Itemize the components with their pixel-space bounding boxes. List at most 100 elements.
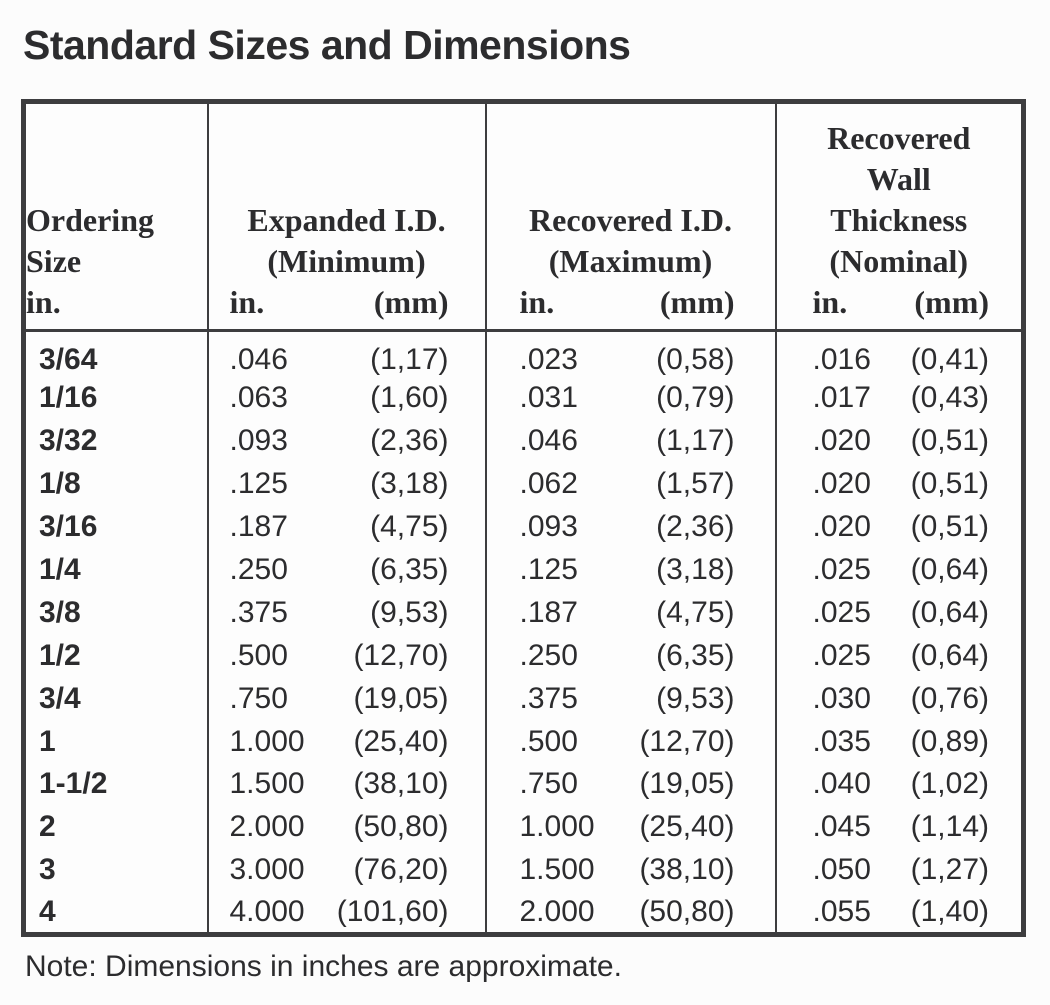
- unit-label-mm: (mm): [659, 284, 735, 320]
- recovered-id-in: .375: [519, 681, 578, 715]
- expanded-id-cell: .125 (3,18): [206, 462, 486, 506]
- expanded-id-mm: (76,20): [353, 853, 449, 887]
- expanded-id-in: .046: [229, 343, 288, 376]
- recovered-id-in: .031: [519, 381, 578, 415]
- expanded-id-cell: 1.000 (25,40): [206, 720, 486, 764]
- recovered-id-mm: (1,57): [656, 467, 735, 501]
- wall-thickness-mm: (0,64): [910, 595, 989, 629]
- page-title: Standard Sizes and Dimensions: [23, 22, 631, 68]
- recovered-id-mm: (38,10): [639, 853, 735, 887]
- recovered-id-cell: .046 (1,17): [484, 419, 776, 463]
- wall-thickness-in: .020: [812, 424, 871, 458]
- ordering-size-cell: 3/4: [39, 681, 81, 715]
- expanded-id-mm: (4,75): [370, 510, 449, 544]
- ordering-size-cell: 1-1/2: [39, 767, 108, 801]
- unit-label-in: in.: [519, 284, 555, 320]
- expanded-id-mm: (101,60): [336, 894, 449, 928]
- expanded-id-cell: 2.000 (50,80): [206, 805, 486, 849]
- wall-thickness-in: .030: [812, 681, 871, 715]
- recovered-id-mm: (1,17): [656, 424, 735, 458]
- wall-thickness-mm: (1,14): [910, 810, 989, 844]
- expanded-id-cell: .500 (12,70): [206, 634, 486, 678]
- recovered-id-mm: (3,18): [656, 553, 735, 586]
- recovered-id-cell: .093 (2,36): [484, 505, 776, 549]
- table-row: 1/2 .500 (12,70) .250 (6,35) .025 (0,64): [24, 634, 1024, 678]
- recovered-id-mm: (50,80): [639, 894, 735, 928]
- recovered-id-in: .250: [519, 638, 578, 672]
- recovered-id-cell: .375 (9,53): [484, 677, 776, 721]
- expanded-id-in: .250: [229, 553, 288, 586]
- column-title-line: Size: [26, 243, 82, 279]
- sizes-dimensions-table: Ordering Size in. Expanded I.D. (Minimum…: [21, 99, 1026, 938]
- wall-thickness-in: .017: [812, 381, 871, 415]
- recovered-id-cell: .125 (3,18): [484, 548, 776, 592]
- recovered-id-mm: (0,58): [656, 343, 735, 376]
- column-header-recovered-id: Recovered I.D. (Maximum) in. (mm): [484, 101, 776, 332]
- ordering-size-cell: 1: [39, 724, 56, 758]
- expanded-id-cell: .250 (6,35): [206, 548, 486, 592]
- wall-thickness-cell: .050 (1,27): [774, 848, 1024, 892]
- wall-thickness-in: .040: [812, 767, 871, 801]
- expanded-id-in: 2.000: [229, 810, 305, 844]
- table-row: 1/16 .063 (1,60) .031 (0,79) .017 (0,43): [24, 377, 1024, 420]
- wall-thickness-cell: .020 (0,51): [774, 462, 1024, 506]
- recovered-id-in: 1.500: [519, 853, 595, 887]
- expanded-id-cell: .375 (9,53): [206, 591, 486, 635]
- wall-thickness-in: .045: [812, 810, 871, 844]
- recovered-id-mm: (19,05): [639, 767, 735, 801]
- expanded-id-in: .500: [229, 638, 288, 672]
- wall-thickness-mm: (0,64): [910, 553, 989, 586]
- recovered-id-in: .500: [519, 724, 578, 758]
- table-row: 3/4 .750 (19,05) .375 (9,53) .030 (0,76): [24, 677, 1024, 721]
- expanded-id-in: .093: [229, 424, 288, 458]
- expanded-id-in: .187: [229, 510, 288, 544]
- expanded-id-mm: (1,17): [370, 343, 449, 376]
- wall-thickness-in: .035: [812, 724, 871, 758]
- expanded-id-mm: (1,60): [370, 381, 449, 415]
- ordering-size-cell: 1/16: [39, 381, 98, 415]
- footnote: Note: Dimensions in inches are approxima…: [25, 950, 622, 984]
- ordering-size-cell: 4: [39, 894, 56, 928]
- wall-thickness-mm: (0,89): [910, 724, 989, 758]
- ordering-size-cell: 3/64: [39, 343, 98, 376]
- table-row: 3/32 .093 (2,36) .046 (1,17) .020 (0,51): [24, 419, 1024, 463]
- wall-thickness-cell: .055 (1,40): [774, 891, 1024, 935]
- expanded-id-cell: .750 (19,05): [206, 677, 486, 721]
- recovered-id-cell: .500 (12,70): [484, 720, 776, 764]
- expanded-id-mm: (19,05): [353, 681, 449, 715]
- expanded-id-in: 1.000: [229, 724, 305, 758]
- expanded-id-in: 1.500: [229, 767, 305, 801]
- column-header-wall-thickness: Recovered Wall Thickness (Nominal) in. (…: [774, 101, 1024, 332]
- table-row: 1/8 .125 (3,18) .062 (1,57) .020 (0,51): [24, 462, 1024, 506]
- ordering-size-cell: 1/8: [39, 467, 81, 501]
- wall-thickness-cell: .045 (1,14): [774, 805, 1024, 849]
- expanded-id-cell: .187 (4,75): [206, 505, 486, 549]
- wall-thickness-in: .020: [812, 510, 871, 544]
- wall-thickness-in: .020: [812, 467, 871, 501]
- table-row: 1-1/2 1.500 (38,10) .750 (19,05) .040 (1,02…: [24, 763, 1024, 806]
- wall-thickness-mm: (0,51): [910, 510, 989, 544]
- ordering-size-cell: 3: [39, 853, 56, 887]
- header-row: Ordering Size in. Expanded I.D. (Minimum…: [23, 101, 1024, 332]
- expanded-id-in: .125: [229, 467, 288, 501]
- recovered-id-in: 2.000: [519, 894, 595, 928]
- column-title-line: Recovered: [827, 120, 971, 156]
- table-row: 3/8 .375 (9,53) .187 (4,75) .025 (0,64): [24, 591, 1024, 635]
- table-row: 3 3.000 (76,20) 1.500 (38,10) .050 (1,27): [24, 848, 1024, 892]
- table-row: 3/16 .187 (4,75) .093 (2,36) .020 (0,51): [24, 505, 1024, 549]
- expanded-id-mm: (12,70): [353, 638, 449, 672]
- wall-thickness-in: .050: [812, 853, 871, 887]
- recovered-id-mm: (12,70): [639, 724, 735, 758]
- expanded-id-cell: .046 (1,17): [206, 330, 486, 377]
- recovered-id-in: 1.000: [519, 810, 595, 844]
- wall-thickness-in: .025: [812, 553, 871, 586]
- table-row: 1/4 .250 (6,35) .125 (3,18) .025 (0,64): [24, 548, 1024, 592]
- expanded-id-mm: (3,18): [370, 467, 449, 501]
- recovered-id-cell: .031 (0,79): [484, 377, 776, 420]
- wall-thickness-cell: .020 (0,51): [774, 505, 1024, 549]
- wall-thickness-cell: .020 (0,51): [774, 419, 1024, 463]
- wall-thickness-mm: (1,02): [910, 767, 989, 801]
- wall-thickness-in: .016: [812, 343, 871, 376]
- recovered-id-in: .750: [519, 767, 578, 801]
- ordering-size-cell: 2: [39, 810, 56, 844]
